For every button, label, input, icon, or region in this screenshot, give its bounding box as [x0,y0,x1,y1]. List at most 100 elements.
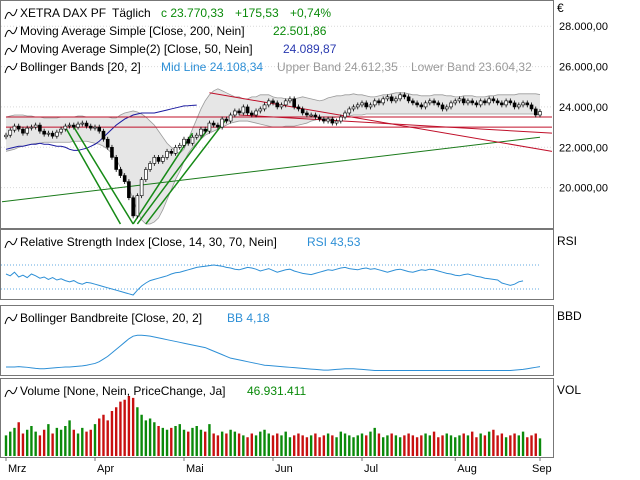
candle [533,108,538,116]
candle [402,94,407,98]
volume-bar [38,435,42,456]
candle [283,100,288,106]
candle [334,120,339,124]
volume-legend-label: Volume [None, Nein, PriceChange, Ja] [20,384,225,398]
volume-bar [199,429,203,456]
candle [152,157,157,164]
candle [529,104,534,110]
volume-bar [174,426,177,456]
volume-bar [390,433,393,456]
volume-bar [437,437,440,456]
x-tick-label: Jun [275,463,293,475]
volume-bar [119,401,122,456]
candle [406,96,411,102]
volume-bar [131,397,135,456]
candle [474,102,479,106]
candle [8,129,13,136]
candle [271,100,275,104]
volume-bar [292,435,296,456]
candle [173,146,178,154]
candle [216,124,220,128]
volume-bar [220,431,224,456]
instrument-title: XETRA DAX PF [20,6,106,20]
candle [368,104,373,108]
volume-bar [360,433,364,456]
candle [300,108,305,114]
candle [203,128,207,132]
volume-bar [326,433,330,456]
price-panel-frame [0,0,554,229]
candle [12,125,17,131]
volume-bar [148,418,152,456]
candle [250,112,254,116]
y-tick-label: 20.000,00 [559,183,608,195]
candle [224,118,229,122]
volume-bar [242,435,245,456]
candle [394,98,398,102]
volume-bar [496,435,499,456]
volume-bar [216,435,220,456]
candle [38,124,42,132]
x-tick-label: Apr [97,463,114,475]
volume-bar [208,424,211,456]
candle [97,126,102,132]
resistance-line [209,92,553,152]
bbw-panel-frame [0,305,554,376]
volume-bar [144,420,148,456]
candle [538,111,542,116]
bbw-axis-label: BBD [557,309,582,323]
volume-bar [432,431,436,456]
volume-bar [195,426,198,456]
volume-bar [250,433,254,456]
volume-bar [492,429,495,456]
volume-bar [534,433,537,456]
candle [42,130,46,135]
candle [343,112,347,118]
volume-bar [68,420,71,456]
sma200-line [1,136,541,203]
volume-bar [479,433,482,456]
volume-bar [500,433,504,456]
candle [326,118,330,122]
volume-bar [263,429,266,456]
volume-bar [411,435,415,456]
volume-bar [64,426,67,456]
candle [88,125,93,129]
volume-bar [445,433,448,456]
volume-bar [322,435,326,456]
candle [101,130,106,140]
candle [194,134,199,138]
volume-bar [93,424,97,456]
rsi-plot [1,264,540,296]
trend-line [73,126,134,225]
volume-bar [458,435,461,456]
rsi-value: RSI 43,53 [307,235,361,249]
candle [241,106,246,114]
volume-bar [187,431,190,456]
candle [351,106,356,110]
volume-bar [110,411,114,456]
candle [16,125,21,130]
candle [377,100,381,104]
volume-bar [348,435,351,456]
candle [144,169,148,180]
candle [419,104,424,108]
volume-bar [403,435,406,456]
candle [347,108,352,114]
period-label: Täglich [112,6,151,20]
volume-bar [284,431,287,456]
candle [211,122,216,126]
candle [389,96,394,102]
volume-bar [377,433,381,456]
volume-bar [233,431,237,456]
rsi-axis-label: RSI [557,234,577,248]
candle [169,151,174,154]
candle [29,126,34,129]
volume-bar [229,429,232,456]
volume-bar [483,435,487,456]
candle [432,100,436,104]
candle [50,132,55,137]
candle [122,175,127,182]
volume-bar [136,407,139,456]
trend-line [132,132,194,225]
